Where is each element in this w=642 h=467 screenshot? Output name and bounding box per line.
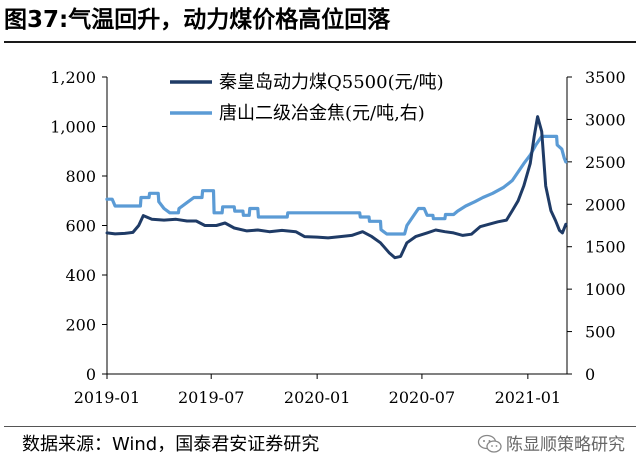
left-y-tick-label: 1,000 xyxy=(50,118,96,137)
source-note: 数据来源：Wind，国泰君安证券研究 xyxy=(22,434,320,455)
left-y-tick-label: 1,200 xyxy=(50,68,96,87)
right-y-tick-label: 1000 xyxy=(585,280,626,299)
right-y-tick-label: 3000 xyxy=(585,110,626,129)
right-y-tick-label: 2000 xyxy=(585,195,626,214)
legend-label-qinhuangdao-coal: 秦皇岛动力煤Q5500(元/吨) xyxy=(219,72,444,93)
x-tick-label: 2019-01 xyxy=(74,388,140,407)
x-tick-label: 2019-07 xyxy=(178,388,244,407)
x-tick-label: 2020-01 xyxy=(284,388,350,407)
figure-title: 图37:气温回升，动力煤价格高位回落 xyxy=(4,7,391,33)
watermark: 陈显顺策略研究 xyxy=(477,430,625,460)
left-y-tick-label: 200 xyxy=(65,316,96,335)
left-y-tick-label: 600 xyxy=(65,217,96,236)
watermark-text: 陈显顺策略研究 xyxy=(506,435,625,455)
legend-label-tangshan-coke: 唐山二级冶金焦(元/吨,右) xyxy=(219,103,425,124)
right-y-tick-label: 2500 xyxy=(585,153,626,172)
right-y-tick-label: 3500 xyxy=(585,68,626,87)
left-y-tick-label: 400 xyxy=(65,266,96,285)
series-line-qinhuangdao-coal xyxy=(105,115,568,260)
title-divider xyxy=(4,41,636,43)
x-tick-label: 2020-07 xyxy=(389,388,455,407)
right-y-tick-label: 500 xyxy=(585,323,616,342)
right-y-tick-label: 0 xyxy=(585,365,595,384)
left-y-tick-label: 800 xyxy=(65,167,96,186)
footer-divider xyxy=(4,426,636,427)
wechat-icon xyxy=(477,434,502,453)
right-y-tick-label: 1500 xyxy=(585,238,626,257)
left-y-tick-label: 0 xyxy=(86,365,96,384)
series-line-tangshan-coke xyxy=(105,134,568,236)
x-tick-label: 2021-01 xyxy=(495,388,561,407)
